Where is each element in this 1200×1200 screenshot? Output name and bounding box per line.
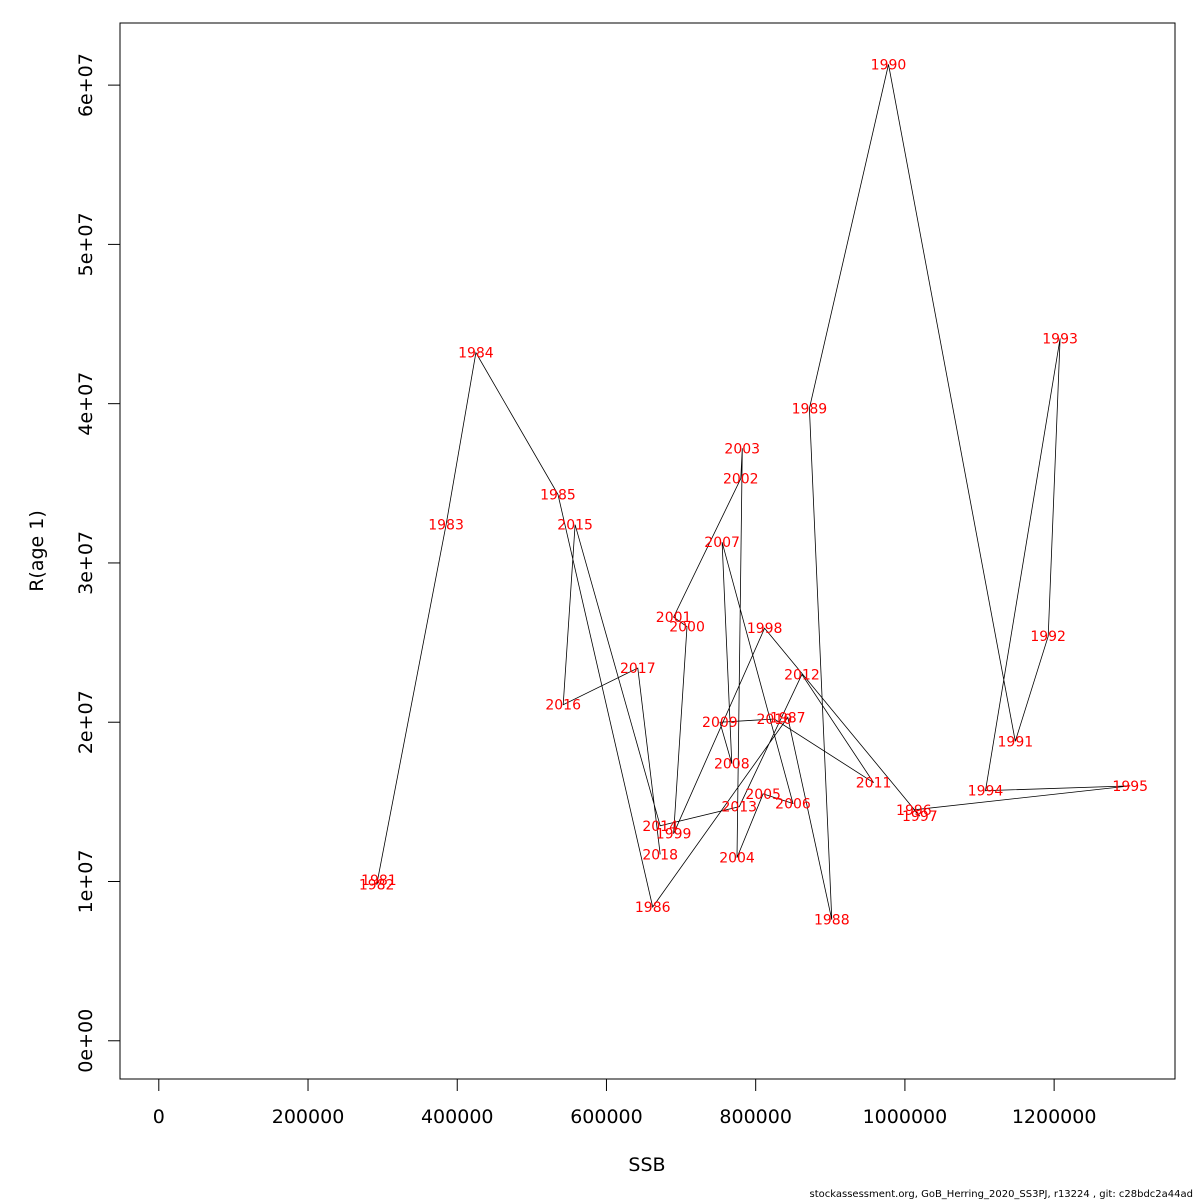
year-label-1992: 1992 (1030, 629, 1066, 645)
year-label-2011: 2011 (856, 776, 892, 792)
year-label-2012: 2012 (784, 667, 820, 683)
y-tick-label: 3e+07 (75, 531, 97, 595)
series-path-group (376, 64, 1131, 920)
series-line (376, 64, 1131, 920)
x-tick-label: 600000 (570, 1106, 643, 1128)
year-label-2014: 2014 (642, 819, 678, 835)
x-tick-label: 1200000 (1012, 1106, 1097, 1128)
year-label-1982: 1982 (359, 878, 395, 894)
footer-caption: stockassessment.org, GoB_Herring_2020_SS… (810, 1189, 1194, 1200)
year-label-2017: 2017 (620, 661, 656, 677)
year-label-1990: 1990 (871, 57, 907, 73)
year-label-1983: 1983 (428, 518, 464, 534)
year-label-2010: 2010 (757, 712, 793, 728)
year-label-2002: 2002 (723, 472, 759, 488)
y-tick-label: 6e+07 (75, 53, 97, 117)
year-label-2015: 2015 (557, 518, 593, 534)
year-label-1993: 1993 (1042, 331, 1078, 347)
year-label-1988: 1988 (814, 913, 850, 929)
year-label-2006: 2006 (775, 796, 811, 812)
x-axis-title: SSB (628, 1154, 665, 1176)
y-tick-label: 2e+07 (75, 690, 97, 754)
year-label-2009: 2009 (702, 715, 738, 731)
year-label-1985: 1985 (540, 487, 576, 503)
year-label-2003: 2003 (724, 441, 760, 457)
x-tick-label: 1000000 (863, 1106, 948, 1128)
year-label-1991: 1991 (998, 734, 1034, 750)
year-label-2013: 2013 (721, 800, 757, 816)
year-label-2018: 2018 (642, 847, 678, 863)
year-label-1994: 1994 (968, 784, 1004, 800)
year-label-2000: 2000 (669, 620, 705, 636)
x-tick-label: 400000 (421, 1106, 494, 1128)
x-tick-label: 0 (153, 1106, 165, 1128)
year-label-2001: 2001 (656, 610, 692, 626)
year-label-1995: 1995 (1112, 779, 1148, 795)
year-label-1989: 1989 (792, 401, 828, 417)
y-tick-label: 0e+00 (75, 1009, 97, 1073)
year-label-1999: 1999 (656, 827, 692, 843)
year-label-1984: 1984 (458, 346, 494, 362)
y-axis-title: R(age 1) (26, 510, 48, 592)
year-label-2005: 2005 (745, 787, 781, 803)
year-label-1981: 1981 (361, 873, 397, 889)
x-tick-label: 200000 (272, 1106, 345, 1128)
y-tick-label: 5e+07 (75, 212, 97, 276)
y-tick-label: 1e+07 (75, 850, 97, 914)
year-label-1998: 1998 (747, 621, 783, 637)
year-label-1996: 1996 (896, 803, 932, 819)
year-label-2016: 2016 (545, 698, 581, 714)
year-label-1997: 1997 (902, 809, 938, 825)
x-axis: 0 200000 400000 600000 800000 1000000 1200000 (153, 1078, 1097, 1128)
y-axis: 0e+00 1e+07 2e+07 3e+07 4e+07 5e+07 6e+07 (75, 53, 121, 1073)
year-label-2007: 2007 (704, 535, 740, 551)
year-label-1987: 1987 (770, 710, 806, 726)
x-tick-label: 800000 (719, 1106, 792, 1128)
year-label-2004: 2004 (719, 851, 755, 867)
y-tick-label: 4e+07 (75, 372, 97, 436)
year-label-2008: 2008 (714, 757, 750, 773)
year-label-1986: 1986 (635, 900, 671, 916)
